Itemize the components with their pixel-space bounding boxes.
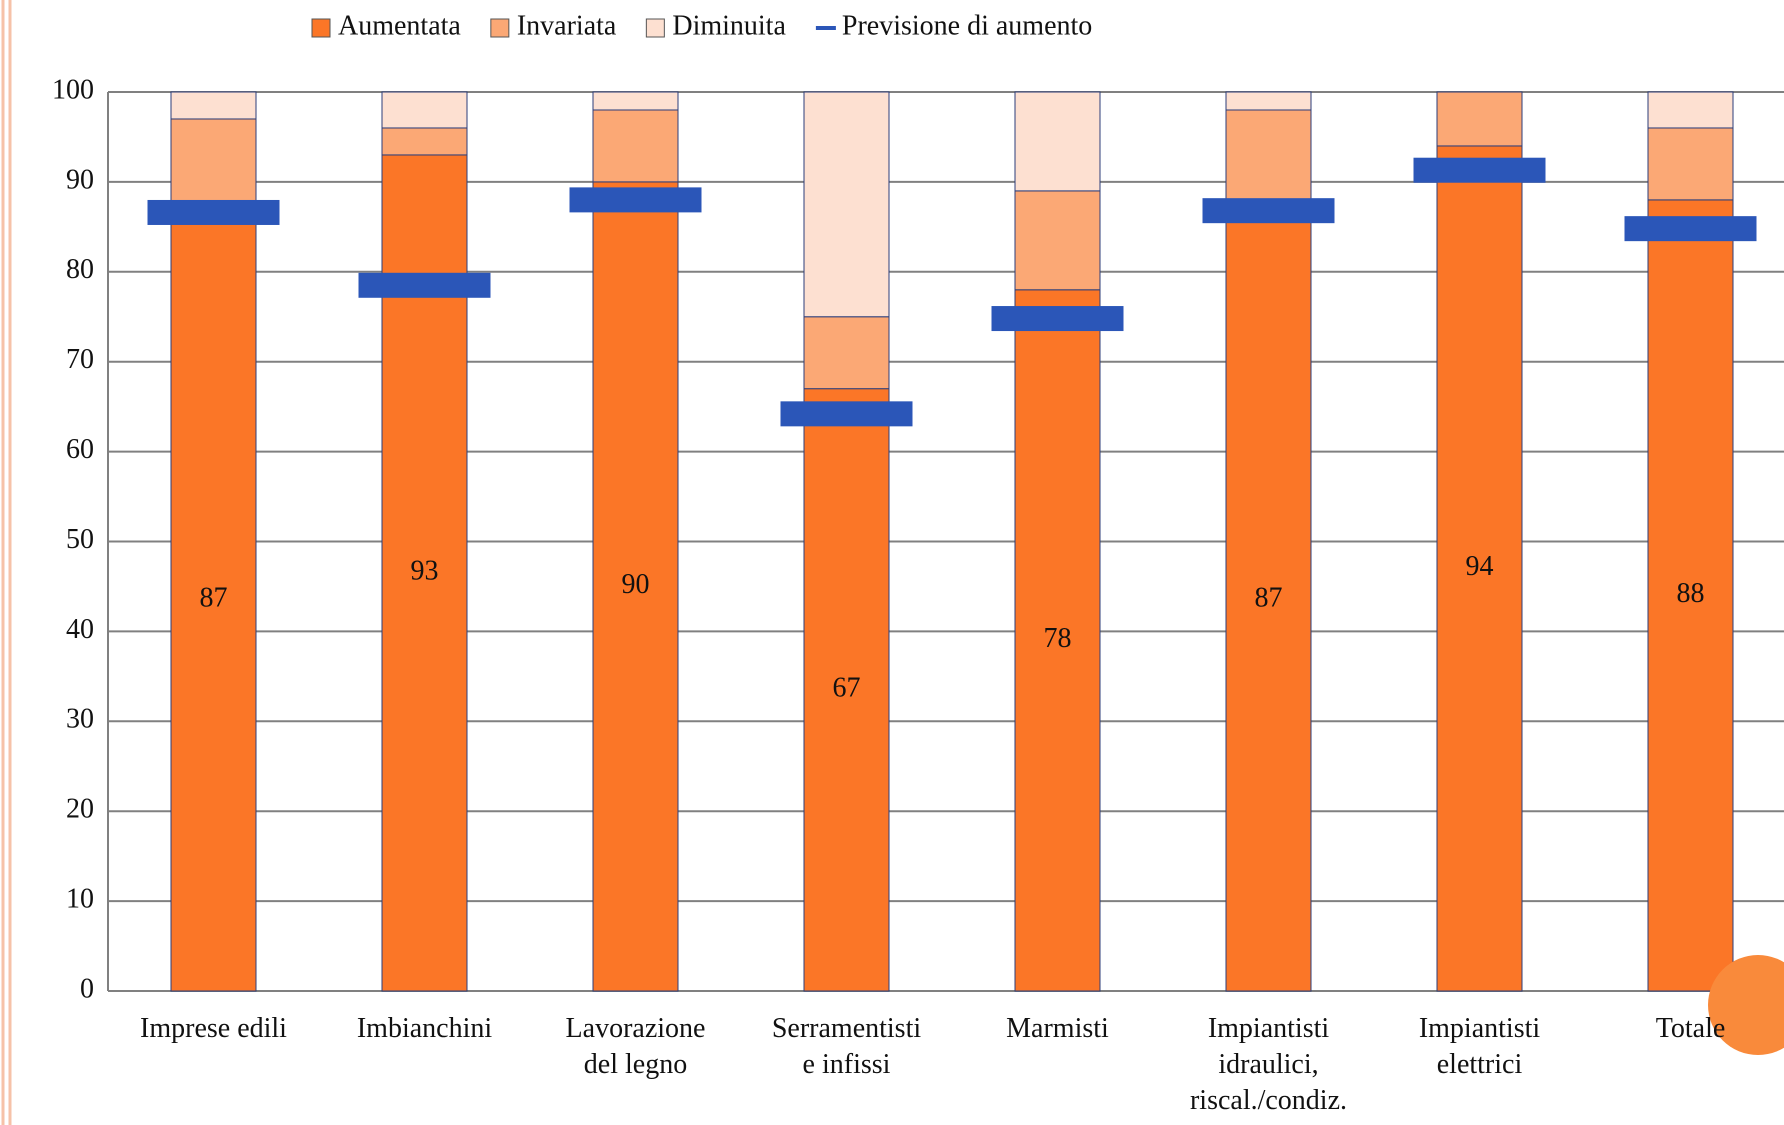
x-tick-label: Marmisti	[1006, 1013, 1109, 1044]
data-label: 67	[833, 672, 861, 703]
x-tick-label: Serramentisti e infissi	[771, 1013, 922, 1080]
bar-segment	[803, 316, 890, 390]
x-tick-label: Impiantisti idraulici, riscal./condiz.	[1189, 1013, 1348, 1116]
legend-swatch	[311, 18, 331, 38]
forecast-marker	[147, 199, 280, 225]
legend-swatch	[815, 26, 836, 30]
bar-segment	[1436, 145, 1523, 992]
x-tick-label: Lavorazione del legno	[565, 1013, 706, 1080]
y-tick-label: 100	[52, 74, 94, 105]
forecast-marker	[991, 306, 1124, 332]
bar-segment	[592, 91, 679, 111]
y-tick-label: 0	[80, 973, 94, 1004]
data-label: 87	[1255, 582, 1283, 613]
y-tick-label: 80	[66, 254, 94, 285]
forecast-marker	[1202, 198, 1335, 224]
data-label: 88	[1677, 578, 1705, 609]
y-tick-label: 20	[66, 794, 94, 825]
x-tick-label: Totale	[1655, 1013, 1726, 1044]
y-tick-label: 90	[66, 164, 94, 195]
bar-segment	[1647, 91, 1734, 129]
bar-segment	[1436, 91, 1523, 147]
bar-segment	[1225, 91, 1312, 111]
x-tick-label: Impiantisti elettrici	[1418, 1013, 1541, 1080]
y-tick-label: 50	[66, 524, 94, 555]
bar-segment	[1647, 127, 1734, 201]
data-label: 78	[1044, 623, 1072, 654]
plot: 0 10 20 30 40 50 60 70 80 90 100 87 93 90 67 78 87 94 88 Au…	[52, 10, 1784, 1004]
bar-segment	[803, 91, 890, 318]
bar-segment	[1014, 91, 1101, 192]
legend-label: Diminuita	[672, 10, 786, 41]
legend-label: Previsione di aumento	[842, 10, 1092, 41]
data-label: 90	[622, 569, 650, 600]
bar-segment	[170, 208, 257, 992]
data-label: 94	[1466, 551, 1494, 582]
x-tick-label: Imprese edili	[140, 1013, 287, 1044]
forecast-marker	[1624, 216, 1757, 242]
data-label: 87	[200, 582, 228, 613]
bar-segment	[170, 91, 257, 120]
forecast-marker	[780, 401, 913, 427]
forecast-marker	[1413, 157, 1546, 183]
forecast-marker	[358, 272, 491, 298]
bar-segment	[1225, 208, 1312, 992]
bar-segment	[170, 118, 257, 210]
data-label: 93	[411, 555, 439, 586]
bar-segment	[1225, 109, 1312, 210]
y-tick-label: 40	[66, 614, 94, 645]
decor-circle	[1708, 955, 1784, 1055]
legend-label: Aumentata	[338, 10, 461, 41]
legend-label: Invariata	[517, 10, 617, 41]
y-tick-label: 60	[66, 434, 94, 465]
legend-swatch	[490, 18, 510, 38]
x-tick-label: Imbianchini	[356, 1013, 493, 1044]
bar-segment	[803, 388, 890, 992]
forecast-marker	[569, 187, 702, 213]
bar-segment	[1014, 289, 1101, 992]
bar-segment	[592, 181, 679, 992]
y-tick-label: 10	[66, 884, 94, 915]
bar-segment	[381, 127, 468, 156]
bar-segment	[1647, 199, 1734, 992]
bar-segment	[1014, 190, 1101, 291]
y-tick-label: 30	[66, 704, 94, 735]
y-tick-label: 70	[66, 344, 94, 375]
bar-segment	[592, 109, 679, 183]
bar-segment	[381, 91, 468, 129]
legend-swatch	[645, 18, 665, 38]
